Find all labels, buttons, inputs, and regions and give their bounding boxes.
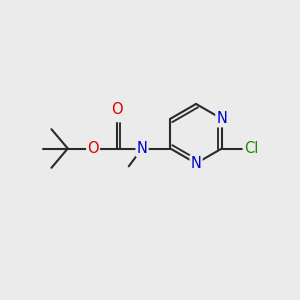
Text: O: O [111,102,123,117]
Text: Cl: Cl [244,141,258,156]
Text: N: N [190,156,202,171]
Text: N: N [216,111,227,126]
Text: O: O [87,141,99,156]
Text: N: N [137,141,148,156]
